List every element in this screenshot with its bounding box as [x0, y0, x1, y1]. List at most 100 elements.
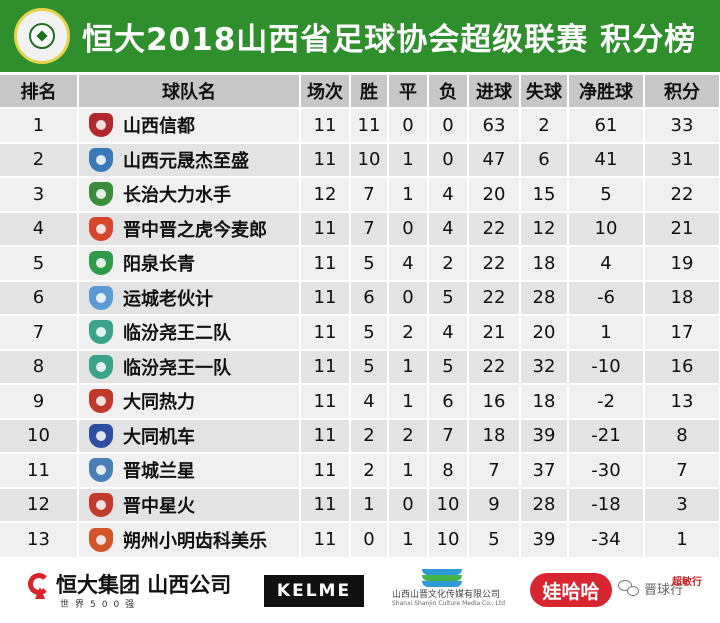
goals-against-cell: 32: [520, 348, 569, 384]
col-header-played: 场次: [300, 75, 351, 108]
drawn-cell: 1: [388, 348, 429, 384]
col-header-team: 球队名: [78, 75, 301, 108]
rank-cell: 3: [0, 176, 79, 212]
rank-cell: 8: [0, 348, 79, 384]
lost-cell: 4: [428, 314, 469, 350]
table-row: 8 临汾尧王一队 11 5 1 5 22 32 -10 16: [0, 348, 720, 384]
won-cell: 11: [350, 107, 389, 143]
team-crest-icon: [89, 251, 113, 276]
played-cell: 11: [300, 521, 351, 557]
won-cell: 6: [350, 279, 389, 315]
media-company-name: 山西山晋文化传媒有限公司: [392, 590, 501, 600]
team-crest-icon: [89, 113, 113, 138]
title-banner: 恒大2018山西省足球协会超级联赛 积分榜: [0, 0, 720, 72]
won-cell: 10: [350, 141, 389, 177]
drawn-cell: 0: [388, 486, 429, 522]
goals-for-cell: 5: [468, 521, 521, 557]
drawn-cell: 0: [388, 210, 429, 246]
col-header-drawn: 平: [388, 75, 429, 108]
goal-difference-cell: 5: [568, 176, 645, 212]
team-name: 大同热力: [123, 392, 195, 414]
drawn-cell: 0: [388, 279, 429, 315]
team-crest-icon: [89, 320, 113, 345]
table-row: 10 大同机车 11 2 2 7 18 39 -21 8: [0, 417, 720, 453]
goals-for-cell: 16: [468, 383, 521, 419]
page-title: 恒大2018山西省足球协会超级联赛 积分榜: [82, 21, 697, 58]
goals-against-cell: 2: [520, 107, 569, 143]
media-company-logo: 山西山晋文化传媒有限公司 Shanxi Shanjin Culture Medi…: [392, 569, 505, 607]
rank-cell: 4: [0, 210, 79, 246]
points-cell: 18: [644, 279, 720, 315]
points-cell: 3: [644, 486, 720, 522]
goal-difference-cell: -21: [568, 417, 645, 453]
goals-against-cell: 12: [520, 210, 569, 246]
table-row: 6 运城老伙计 11 6 0 5 22 28 -6 18: [0, 279, 720, 315]
goal-difference-cell: -18: [568, 486, 645, 522]
points-cell: 8: [644, 417, 720, 453]
team-cell: 山西信都: [78, 107, 301, 143]
team-crest-icon: [89, 423, 113, 448]
team-cell: 大同机车: [78, 417, 301, 453]
team-cell: 运城老伙计: [78, 279, 301, 315]
goals-against-cell: 18: [520, 383, 569, 419]
played-cell: 11: [300, 314, 351, 350]
goal-difference-cell: 10: [568, 210, 645, 246]
points-cell: 13: [644, 383, 720, 419]
played-cell: 11: [300, 348, 351, 384]
goals-for-cell: 47: [468, 141, 521, 177]
evergrande-logo: 恒大集团 山西公司 世界500强: [28, 573, 231, 610]
table-row: 3 长治大力水手 12 7 1 4 20 15 5 22: [0, 176, 720, 212]
team-crest-icon: [89, 458, 113, 483]
played-cell: 11: [300, 486, 351, 522]
col-header-points: 积分: [644, 75, 720, 108]
table-header-row: 排名 球队名 场次 胜 平 负 进球 失球 净胜球 积分: [0, 75, 720, 108]
wechat-watermark: 晋球行: [618, 579, 683, 598]
team-cell: 阳泉长青: [78, 245, 301, 281]
drawn-cell: 1: [388, 383, 429, 419]
points-cell: 1: [644, 521, 720, 557]
drawn-cell: 2: [388, 314, 429, 350]
league-logo-icon: [14, 8, 70, 64]
sponsor-footer: 恒大集团 山西公司 世界500强 KELME 山西山晋文化传媒有限公司 Shan…: [0, 565, 720, 623]
standings-table: 排名 球队名 场次 胜 平 负 进球 失球 净胜球 积分 1 山西信都 11 11 0 0…: [0, 75, 720, 557]
drawn-cell: 1: [388, 176, 429, 212]
table-body: 1 山西信都 11 11 0 0 63 2 61 33 2 山西元晟杰至盛 11 10 1 0 47 6 41 31 3…: [0, 107, 720, 557]
lost-cell: 0: [428, 141, 469, 177]
lost-cell: 0: [428, 107, 469, 143]
table-row: 7 临汾尧王二队 11 5 2 4 21 20 1 17: [0, 314, 720, 350]
won-cell: 2: [350, 417, 389, 453]
team-cell: 晋城兰星: [78, 452, 301, 488]
evergrande-mark-icon: [28, 573, 50, 599]
lost-cell: 6: [428, 383, 469, 419]
team-cell: 山西元晟杰至盛: [78, 141, 301, 177]
table-row: 13 朔州小明齿科美乐 11 0 1 10 5 39 -34 1: [0, 521, 720, 557]
team-crest-icon: [89, 492, 113, 517]
goals-for-cell: 18: [468, 417, 521, 453]
rank-cell: 1: [0, 107, 79, 143]
played-cell: 12: [300, 176, 351, 212]
cmx-logo: 超敏行: [672, 577, 702, 588]
table-row: 1 山西信都 11 11 0 0 63 2 61 33: [0, 107, 720, 143]
goal-difference-cell: -2: [568, 383, 645, 419]
points-cell: 22: [644, 176, 720, 212]
goal-difference-cell: 1: [568, 314, 645, 350]
lost-cell: 8: [428, 452, 469, 488]
wechat-account-name: 晋球行: [644, 583, 684, 598]
team-name: 晋中晋之虎今麦郎: [123, 219, 267, 241]
table-row: 9 大同热力 11 4 1 6 16 18 -2 13: [0, 383, 720, 419]
table-row: 12 晋中星火 11 1 0 10 9 28 -18 3: [0, 486, 720, 522]
team-cell: 晋中晋之虎今麦郎: [78, 210, 301, 246]
goals-for-cell: 22: [468, 210, 521, 246]
team-name: 晋城兰星: [123, 461, 195, 483]
team-name: 阳泉长青: [123, 254, 195, 276]
goals-against-cell: 15: [520, 176, 569, 212]
played-cell: 11: [300, 279, 351, 315]
goal-difference-cell: -30: [568, 452, 645, 488]
goals-against-cell: 28: [520, 279, 569, 315]
goals-against-cell: 18: [520, 245, 569, 281]
rank-cell: 5: [0, 245, 79, 281]
goals-against-cell: 39: [520, 521, 569, 557]
team-name: 长治大力水手: [123, 185, 231, 207]
goals-for-cell: 9: [468, 486, 521, 522]
team-name: 临汾尧王一队: [123, 357, 231, 379]
